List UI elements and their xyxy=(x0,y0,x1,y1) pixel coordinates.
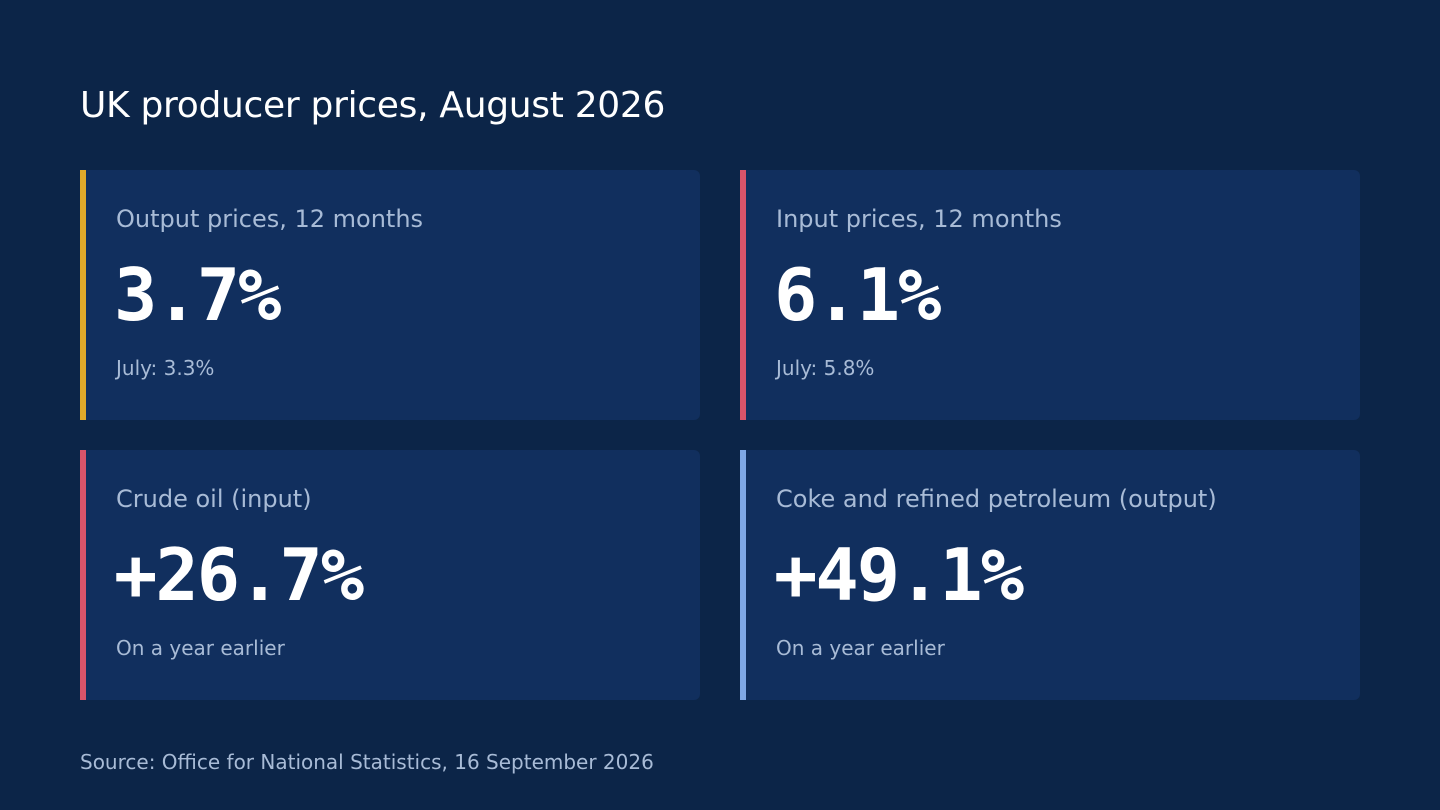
card-accent-bar xyxy=(80,170,86,420)
stat-note: July: 5.8% xyxy=(776,356,875,380)
stat-label: Coke and refined petroleum (output) xyxy=(776,485,1217,513)
stat-note: July: 3.3% xyxy=(116,356,215,380)
stat-card-coke-refined-petroleum: Coke and refined petroleum (output) +49.… xyxy=(740,450,1360,700)
stat-card-output-prices: Output prices, 12 months 3.7% July: 3.3% xyxy=(80,170,700,420)
stat-value: 3.7% xyxy=(114,253,281,337)
stat-label: Crude oil (input) xyxy=(116,485,312,513)
stat-note: On a year earlier xyxy=(776,636,945,660)
page-title: UK producer prices, August 2026 xyxy=(80,85,666,126)
stat-card-crude-oil: Crude oil (input) +26.7% On a year earli… xyxy=(80,450,700,700)
card-accent-bar xyxy=(740,170,746,420)
stat-card-input-prices: Input prices, 12 months 6.1% July: 5.8% xyxy=(740,170,1360,420)
stat-value: 6.1% xyxy=(774,253,941,337)
stat-value: +49.1% xyxy=(774,533,1024,617)
source-footnote: Source: Office for National Statistics, … xyxy=(80,750,654,774)
stat-label: Output prices, 12 months xyxy=(116,205,424,233)
card-accent-bar xyxy=(740,450,746,700)
stat-value: +26.7% xyxy=(114,533,364,617)
card-accent-bar xyxy=(80,450,86,700)
stats-grid: Output prices, 12 months 3.7% July: 3.3%… xyxy=(80,170,1360,700)
stat-note: On a year earlier xyxy=(116,636,285,660)
stat-label: Input prices, 12 months xyxy=(776,205,1062,233)
